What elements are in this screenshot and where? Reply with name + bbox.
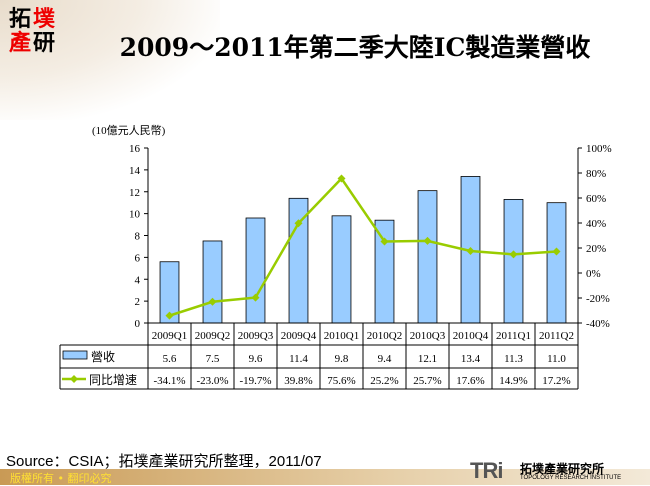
left-tick-label: 10 bbox=[129, 209, 141, 221]
line-value-label: 17.2% bbox=[542, 375, 570, 387]
bar bbox=[503, 199, 524, 324]
line-marker bbox=[509, 250, 518, 259]
institute-en: TOPOLOGY RESEARCH INSTITUTE bbox=[520, 475, 622, 481]
bar-value-label: 13.4 bbox=[461, 353, 481, 365]
right-tick-label: 60% bbox=[586, 193, 606, 205]
bar-value-label: 11.4 bbox=[289, 353, 308, 365]
institute-cn: 拓墣產業研究所 bbox=[520, 462, 605, 476]
line-marker bbox=[337, 174, 346, 183]
bar bbox=[374, 219, 395, 324]
line-value-label: 75.6% bbox=[327, 375, 355, 387]
line-value-label: 25.2% bbox=[370, 375, 398, 387]
bar-value-label: 11.0 bbox=[547, 353, 566, 365]
bar bbox=[245, 217, 266, 324]
tri-mark: TRi bbox=[470, 458, 503, 483]
left-tick-label: 8 bbox=[135, 231, 141, 243]
bar bbox=[331, 215, 352, 324]
right-tick-label: 0% bbox=[586, 268, 601, 280]
background-decoration bbox=[0, 0, 220, 120]
right-tick-label: 100% bbox=[586, 143, 612, 155]
legend-line-marker bbox=[70, 375, 78, 383]
line-value-label: 25.7% bbox=[413, 375, 441, 387]
left-tick-label: 2 bbox=[135, 296, 141, 308]
category-label: 2009Q1 bbox=[152, 330, 187, 342]
line-marker bbox=[294, 219, 303, 228]
bar-value-label: 12.1 bbox=[418, 353, 437, 365]
right-tick-label: -20% bbox=[586, 293, 610, 305]
right-tick-label: 80% bbox=[586, 168, 606, 180]
line-value-label: -34.1% bbox=[153, 375, 185, 387]
line-value-label: 39.8% bbox=[284, 375, 312, 387]
legend-line-label: 同比增速 bbox=[89, 373, 137, 387]
bar bbox=[546, 202, 567, 324]
line-value-label: 17.6% bbox=[456, 375, 484, 387]
left-tick-label: 4 bbox=[135, 274, 141, 286]
right-tick-label: 40% bbox=[586, 218, 606, 230]
category-label: 2010Q1 bbox=[324, 330, 359, 342]
bar-value-label: 7.5 bbox=[206, 353, 220, 365]
left-tick-label: 14 bbox=[129, 165, 141, 177]
bar-value-label: 9.4 bbox=[378, 353, 392, 365]
left-tick-label: 16 bbox=[129, 143, 141, 155]
category-label: 2011Q2 bbox=[539, 330, 574, 342]
institute-logo: TRi 拓墣產業研究所 TOPOLOGY RESEARCH INSTITUTE bbox=[470, 458, 621, 484]
legend-bar-swatch bbox=[62, 350, 88, 360]
y-axis-label: (10億元人民幣) bbox=[92, 124, 166, 137]
page-title: 2009～2011年第二季大陸IC製造業營收 bbox=[119, 33, 591, 62]
category-label: 2009Q3 bbox=[238, 330, 274, 342]
line-marker bbox=[552, 247, 561, 256]
line-value-label: -19.7% bbox=[239, 375, 271, 387]
copyright: 版權所有 • 翻印必究 bbox=[10, 472, 112, 485]
bar-value-label: 9.8 bbox=[335, 353, 349, 365]
category-label: 2009Q2 bbox=[195, 330, 230, 342]
line-marker bbox=[466, 247, 475, 255]
source-note: Source：CSIA；拓墣產業研究所整理，2011/07 bbox=[6, 453, 322, 470]
growth-line bbox=[169, 176, 557, 317]
bar bbox=[202, 240, 223, 324]
right-tick-label: -40% bbox=[586, 318, 610, 330]
category-label: 2009Q4 bbox=[281, 330, 317, 342]
left-tick-label: 6 bbox=[135, 252, 141, 264]
category-label: 2010Q2 bbox=[367, 330, 402, 342]
line-value-label: -23.0% bbox=[196, 375, 228, 387]
line-marker bbox=[165, 311, 174, 320]
line-value-label: 14.9% bbox=[499, 375, 527, 387]
line-marker bbox=[208, 297, 217, 306]
category-label: 2010Q4 bbox=[453, 330, 489, 342]
category-label: 2010Q3 bbox=[410, 330, 446, 342]
bar-value-label: 9.6 bbox=[249, 353, 263, 365]
line-marker bbox=[380, 237, 389, 246]
line-marker bbox=[423, 236, 432, 245]
bar-value-label: 5.6 bbox=[163, 353, 177, 365]
legend-bar-label: 營收 bbox=[91, 350, 115, 364]
footer-bar bbox=[0, 469, 650, 485]
logo: 拓墣產研 bbox=[8, 7, 55, 56]
left-tick-label: 0 bbox=[135, 318, 141, 330]
right-tick-label: 20% bbox=[586, 243, 606, 255]
line-marker bbox=[251, 293, 260, 302]
category-label: 2011Q1 bbox=[496, 330, 531, 342]
bar bbox=[417, 190, 438, 324]
left-tick-label: 12 bbox=[129, 187, 140, 199]
bar-value-label: 11.3 bbox=[504, 353, 523, 365]
